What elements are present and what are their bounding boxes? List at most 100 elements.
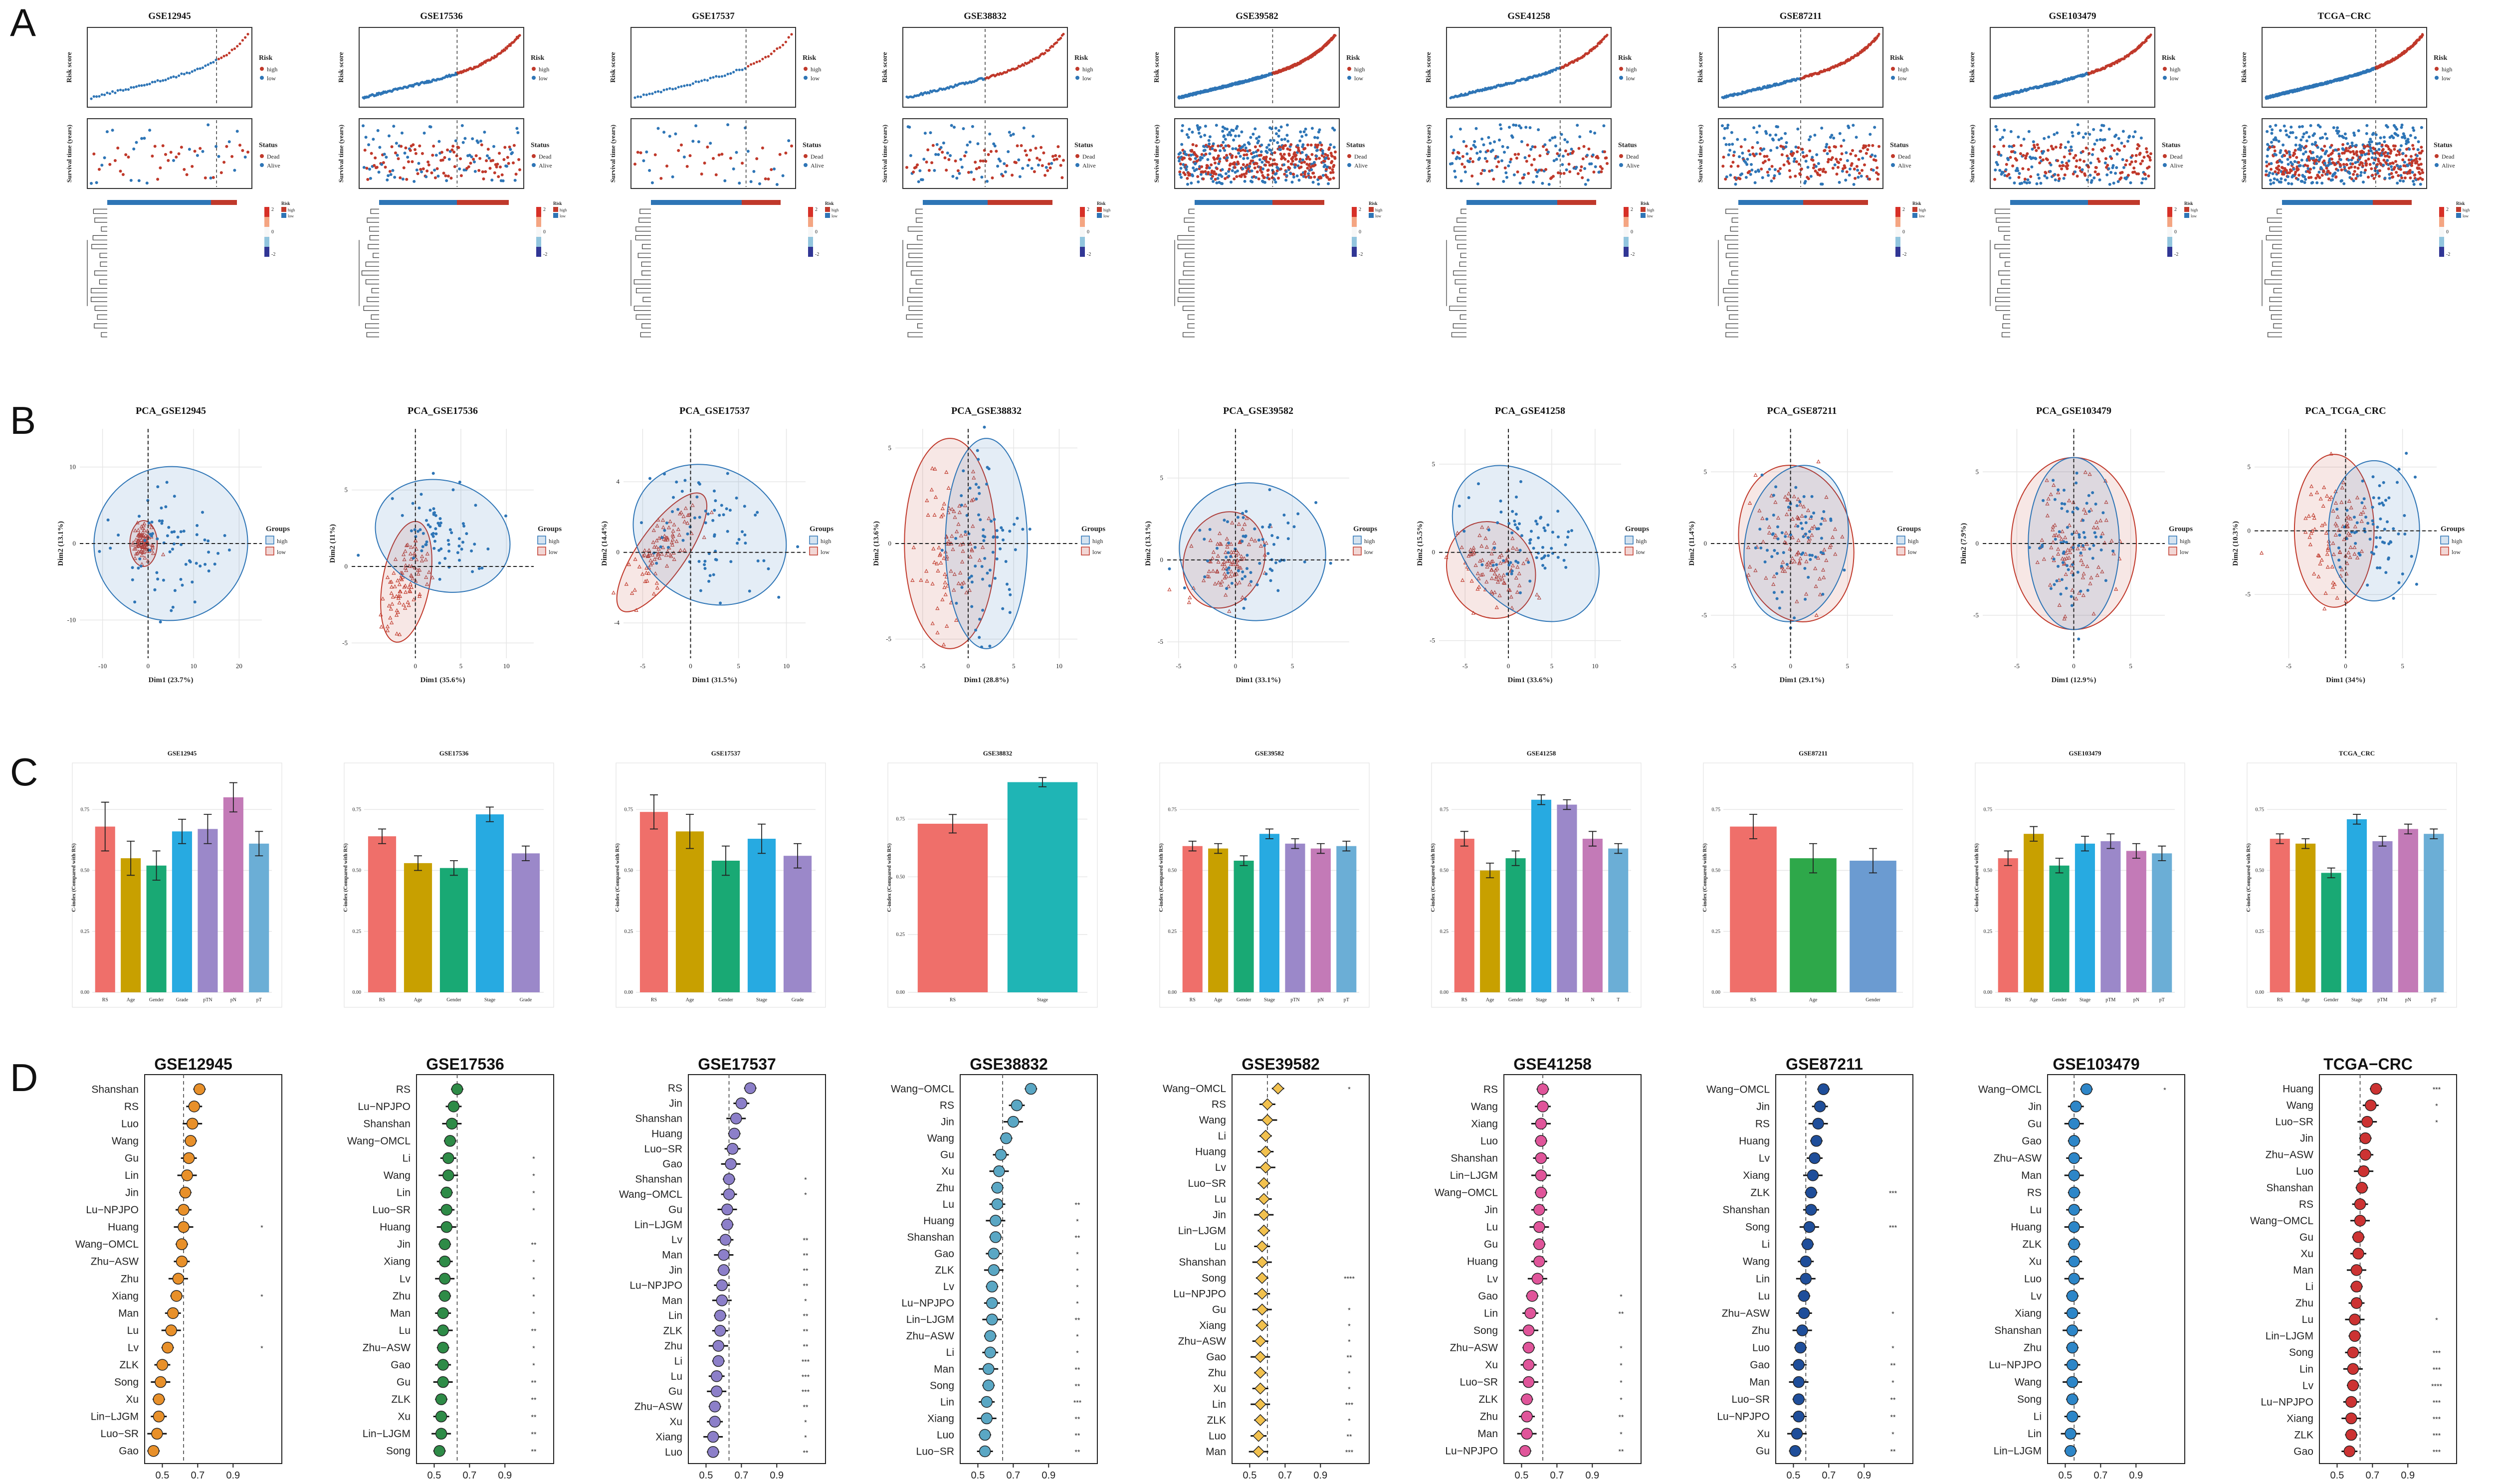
survival-point [978,166,981,169]
survival-point [1017,158,1021,162]
heatmap-scale-swatch [808,247,813,257]
risk-score-point [782,43,785,46]
risk-legend-label: high [267,66,277,73]
survival-point [145,182,149,185]
survival-point [1040,164,1044,168]
risk-score-point [183,73,186,76]
survival-point [185,173,189,177]
survival-point [980,176,984,179]
survival-point [411,160,414,164]
survival-point [1043,174,1047,177]
survival-point [497,175,500,179]
risk-score-point [194,69,197,72]
risk-score-point [207,63,209,66]
risk-legend-label: low [1082,75,1091,82]
survival-point [1034,147,1038,150]
risk-score-point [178,74,181,77]
risk-score-point [124,88,127,91]
survival-point [148,129,152,132]
survival-point [481,170,484,174]
survival-point [400,145,403,148]
risk-score-point [167,77,170,80]
risk-legend-title: Risk [803,54,816,62]
risk-legend-dot [804,67,808,71]
survival-point [445,179,448,183]
heatmap-scale-label: 2 [815,207,818,212]
survival-point [391,169,395,172]
survival-point [135,141,138,144]
status-legend-title: Status [531,142,550,149]
risk-score-ylabel: Risk score [610,52,617,83]
survival-point [420,152,424,155]
survival-point [933,169,936,172]
survival-point [169,151,173,154]
survival-point [979,159,982,163]
risk-score-point [688,84,692,87]
heatmap-scale-swatch [264,207,269,217]
survival-point [1001,174,1005,178]
heatmap-annotation-high [457,200,509,205]
survival-point [767,178,770,181]
survival-point [956,169,960,173]
survival-point [389,173,393,176]
heatmap-scale-swatch [536,247,541,257]
survival-point [648,169,651,172]
survival-point [503,146,507,149]
risk-score-point [1023,64,1026,67]
survival-point [397,157,400,161]
survival-point [987,153,990,156]
survival-point [1012,133,1015,136]
risk-score-point [130,86,133,89]
heatmap-scale-swatch [264,217,269,227]
survival-point [1015,161,1018,165]
risk-score-ylabel: Risk score [66,52,73,83]
heatmap-annotation-high [988,200,1052,205]
survival-point [214,145,218,148]
status-legend-label: Alive [811,162,824,169]
risk-score-point [236,45,239,48]
risk-score-point [928,92,931,95]
survival-point [908,126,911,129]
survival-point [714,173,718,177]
survival-point [440,151,443,154]
survival-point [942,141,945,145]
risk-score-point [222,54,225,58]
survival-point [463,137,467,140]
heatmap-dendrogram [91,208,107,338]
risk-score-point [479,64,482,67]
heatmap-scale-label: 2 [543,207,546,212]
survival-point [506,156,509,159]
survival-point [418,144,421,148]
survival-point [498,152,501,155]
risk-legend-label: high [539,66,549,73]
survival-point [1059,164,1062,167]
survival-point [430,171,433,175]
survival-point [1050,162,1053,165]
risk-score-point [204,64,207,67]
survival-point [1037,164,1040,167]
risk-score-point [747,65,750,68]
risk-score-point [683,84,686,87]
survival-point [393,176,397,179]
survival-point [950,124,953,127]
survival-point [1033,170,1036,174]
survival-point [409,149,412,152]
survival-point [98,168,101,171]
survival-point [394,151,397,155]
survival-point [243,156,247,159]
risk-score-point [225,54,228,57]
heatmap-scale-swatch [264,247,269,257]
survival-point [949,154,952,157]
risk-score-point [143,84,146,87]
risk-score-point [151,81,154,84]
risk-score-point [503,49,506,52]
survival-point [365,167,369,170]
survival-point [1024,149,1027,153]
survival-point [982,159,985,163]
survival-ylabel: Survival time (years) [881,125,888,183]
survival-point [677,149,680,152]
survival-point [1004,170,1007,174]
survival-point [650,181,654,185]
survival-point [971,125,974,128]
survival-point [401,178,405,181]
